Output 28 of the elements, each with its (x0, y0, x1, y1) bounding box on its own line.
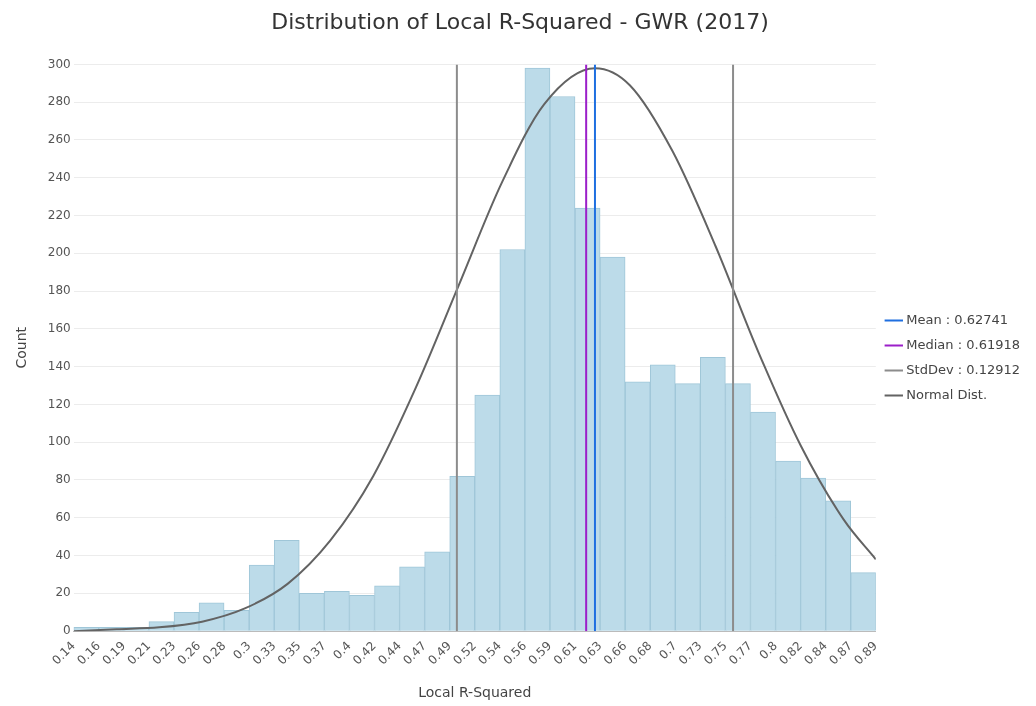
line-series (73, 67, 876, 632)
y-tick-label: 280 (47, 94, 71, 109)
x-axis-title: Local R-Squared (418, 684, 532, 701)
chart-title: Distribution of Local R-Squared - GWR (2017) (271, 8, 769, 34)
legend-label: StdDev : 0.12912 (906, 361, 1021, 377)
y-tick-label: 120 (47, 396, 71, 411)
y-tick-label: 160 (47, 321, 71, 335)
y-tick-label: 40 (55, 547, 71, 562)
y-tick-label: 20 (55, 585, 71, 600)
x-tick-label: 0.7 (656, 638, 680, 663)
y-tick-label: 100 (47, 434, 71, 449)
y-tick-label: 60 (55, 509, 71, 524)
legend-label: Median : 0.61918 (906, 336, 1020, 352)
x-tick-label: 0.8 (756, 638, 780, 663)
y-tick-label: 220 (47, 207, 71, 222)
y-tick-label: 300 (47, 56, 71, 71)
x-tick-label: 0.3 (230, 638, 254, 663)
y-axis-title: Count (13, 326, 30, 369)
y-tick-label: 180 (47, 283, 71, 298)
y-tick-label: 140 (47, 358, 71, 373)
y-tick-label: 240 (47, 169, 71, 184)
y-tick-label: 0 (63, 623, 71, 638)
y-tick-label: 80 (55, 472, 71, 487)
legend-label: Normal Dist. (906, 386, 988, 402)
legend-label: Mean : 0.62741 (906, 311, 1009, 327)
x-tick-label: 0.4 (330, 638, 354, 663)
y-tick-label: 260 (47, 132, 71, 147)
y-tick-label: 200 (47, 245, 71, 260)
